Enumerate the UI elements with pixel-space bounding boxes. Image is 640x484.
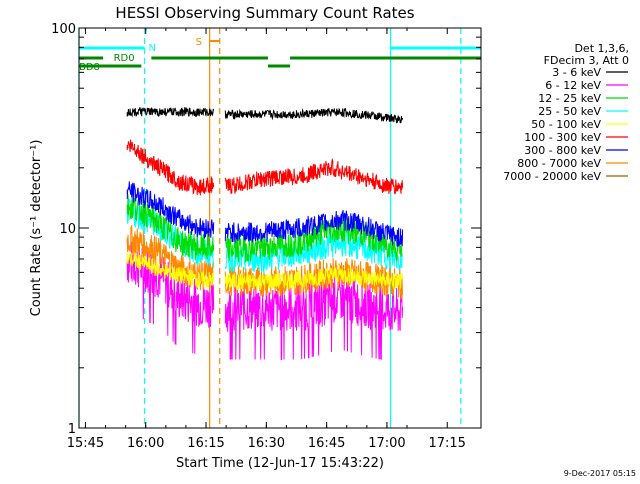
x-axis-label: Start Time (12-Jun-17 15:43:22) xyxy=(176,456,384,471)
y-axis-label: Count Rate (s⁻¹ detector⁻¹) xyxy=(29,140,44,317)
legend-header-0: Det 1,3,6, xyxy=(574,42,629,55)
series-line-0 xyxy=(126,107,404,124)
annotation-label-S: S xyxy=(196,37,202,48)
legend-label-5: 100 - 300 keV xyxy=(524,131,601,144)
series-line-5 xyxy=(126,139,404,196)
legend-label-6: 300 - 800 keV xyxy=(524,144,601,157)
timestamp-footer: 9-Dec-2017 05:15 xyxy=(564,469,636,478)
y-tick-label-1: 10 xyxy=(59,222,76,237)
x-tick-label-5: 17:00 xyxy=(368,436,405,451)
legend-label-8: 7000 - 20000 keV xyxy=(503,170,601,183)
annotation-label-N: N xyxy=(149,43,156,54)
x-tick-label-4: 16:45 xyxy=(308,436,345,451)
series-line-4 xyxy=(126,252,404,291)
series-layer xyxy=(126,107,404,360)
annotation-label-BD8: BD8 xyxy=(79,62,100,73)
x-tick-label-2: 16:15 xyxy=(187,436,224,451)
y-tick-label-2: 100 xyxy=(51,22,76,37)
x-tick-label-3: 16:30 xyxy=(248,436,285,451)
legend-label-2: 12 - 25 keV xyxy=(538,92,601,105)
annotations-layer: N S RD0 BD8 xyxy=(79,37,481,73)
y-tick-label-0: 1 xyxy=(68,422,76,437)
legend-label-4: 50 - 100 keV xyxy=(531,118,601,131)
annotation-label-RD0: RD0 xyxy=(114,53,135,64)
legend-header-1: FDecim 3, Att 0 xyxy=(544,54,629,67)
legend-label-0: 3 - 6 keV xyxy=(552,66,601,79)
x-tick-label-6: 17:15 xyxy=(428,436,465,451)
chart-title: HESSI Observing Summary Count Rates xyxy=(115,4,414,22)
series-line-6 xyxy=(126,181,404,247)
axes: 15:45 16:00 16:15 16:30 16:45 17:00 17:15 1 10 10… xyxy=(51,22,481,451)
legend-label-1: 6 - 12 keV xyxy=(545,79,601,92)
legend-label-3: 25 - 50 keV xyxy=(538,105,601,118)
x-tick-label-0: 15:45 xyxy=(67,436,104,451)
x-tick-label-1: 16:00 xyxy=(127,436,164,451)
legend-label-7: 800 - 7000 keV xyxy=(517,157,601,170)
